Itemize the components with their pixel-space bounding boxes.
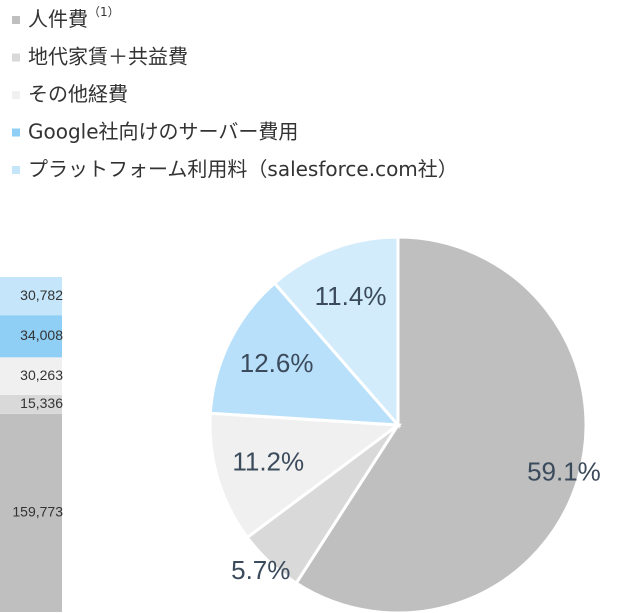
pie-value-label: 5.7% (231, 555, 290, 585)
bar-segment (0, 357, 62, 395)
legend-text: その他経費 (28, 82, 128, 106)
legend-swatch (12, 91, 20, 99)
pie-value-label: 11.2% (232, 446, 304, 476)
legend-text: Google社向けのサーバー費用 (28, 119, 298, 143)
legend-text: 人件費 (28, 7, 88, 31)
legend-text: プラットフォーム利用料（salesforce.com社） (28, 157, 458, 181)
legend-superscript: （1） (88, 5, 120, 19)
legend-label: Google社向けのサーバー費用 (28, 119, 298, 143)
pie-value-label: 12.6% (240, 348, 314, 378)
bar-value-label: 30,782 (20, 287, 63, 303)
legend-swatch (12, 166, 20, 174)
bar-segment (0, 394, 62, 414)
legend-label: 地代家賃＋共益費 (28, 44, 188, 68)
legend-label: プラットフォーム利用料（salesforce.com社） (28, 157, 458, 181)
pie-slice (208, 281, 402, 427)
legend-text: 地代家賃＋共益費 (28, 44, 188, 68)
pie-value-label: 11.4% (315, 281, 387, 311)
legend-swatch (12, 53, 20, 62)
bar-segment (0, 413, 62, 612)
bar-value-label: 15,336 (20, 395, 63, 411)
pie-slice (208, 411, 403, 540)
pie-slice (272, 235, 400, 430)
bar-value-label: 34,008 (20, 327, 63, 343)
bar-segment (0, 315, 62, 358)
legend-label: その他経費 (28, 82, 128, 106)
bar-segment (0, 277, 62, 316)
pie-value-label: 59.1% (527, 457, 601, 487)
legend-label: 人件費（1） (28, 5, 120, 31)
bar-value-label: 30,263 (20, 367, 63, 383)
legend-swatch (12, 128, 20, 137)
bar-value-label: 159,773 (12, 504, 63, 520)
legend-swatch (12, 16, 20, 24)
